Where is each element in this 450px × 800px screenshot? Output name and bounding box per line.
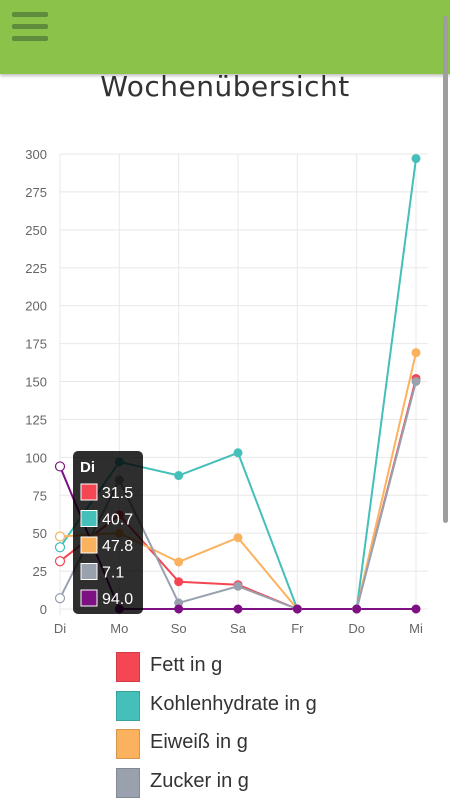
x-tick-label: Fr xyxy=(291,621,304,636)
app-bar xyxy=(0,0,450,74)
data-point xyxy=(174,604,184,614)
data-point xyxy=(54,542,66,553)
y-tick-label: 50 xyxy=(33,526,47,541)
data-point xyxy=(233,448,243,458)
y-tick-label: 200 xyxy=(25,299,47,314)
page-title: Wochenübersicht xyxy=(100,70,350,103)
y-tick-label: 150 xyxy=(25,375,47,390)
legend-color-swatch xyxy=(116,729,140,759)
y-tick-label: 300 xyxy=(25,147,47,162)
tooltip-value: 47.8 xyxy=(102,538,133,555)
x-tick-label: Mo xyxy=(110,621,128,636)
x-tick-label: So xyxy=(171,621,187,636)
legend-label: Zucker in g xyxy=(150,769,249,792)
y-tick-label: 125 xyxy=(25,412,47,427)
data-point xyxy=(233,581,243,591)
tooltip-color-swatch xyxy=(80,536,98,554)
x-tick-label: Di xyxy=(54,621,66,636)
tooltip-title: Di xyxy=(80,459,95,476)
y-tick-label: 100 xyxy=(25,450,47,465)
y-tick-label: 275 xyxy=(25,185,47,200)
data-point xyxy=(352,604,362,614)
tooltip-value: 40.7 xyxy=(102,512,133,529)
tooltip-color-swatch xyxy=(80,589,98,607)
y-tick-label: 175 xyxy=(25,337,47,352)
legend-item[interactable]: Kohlenhydrate in g xyxy=(116,689,446,723)
legend-label: Kohlenhydrate in g xyxy=(150,692,317,715)
tooltip-color-swatch xyxy=(80,483,98,501)
legend-item[interactable]: Zucker in g xyxy=(116,766,446,800)
y-tick-label: 225 xyxy=(25,261,47,276)
scrollbar[interactable] xyxy=(443,16,448,523)
x-tick-label: Sa xyxy=(230,621,247,636)
y-tick-label: 250 xyxy=(25,223,47,238)
x-tick-label: Mi xyxy=(409,621,423,636)
data-point xyxy=(233,533,243,543)
weekly-line-chart: 0 25 50 75 100 125 150 175 200 225 250 275 300 Di Mo So… xyxy=(25,147,428,636)
legend-color-swatch xyxy=(116,652,140,682)
data-point xyxy=(411,154,421,164)
data-point xyxy=(411,604,421,614)
chart-tooltip: Di 31.5 40.7 47.8 7.1 94.0 xyxy=(73,451,143,614)
data-point xyxy=(174,577,184,587)
legend-label: Fett in g xyxy=(150,654,223,676)
legend-item[interactable]: Eiweiß in g xyxy=(116,727,446,761)
data-point xyxy=(174,471,184,481)
data-point xyxy=(233,604,243,614)
data-point xyxy=(54,461,66,472)
tooltip-value: 31.5 xyxy=(102,485,133,502)
data-point xyxy=(54,556,66,567)
data-point xyxy=(174,557,184,567)
data-point xyxy=(292,604,302,614)
y-tick-label: 0 xyxy=(40,602,47,617)
hamburger-menu-icon[interactable] xyxy=(12,12,48,44)
tooltip-value: 94.0 xyxy=(102,591,133,608)
data-point xyxy=(411,377,421,386)
data-point xyxy=(54,593,66,604)
y-tick-label: 75 xyxy=(33,488,47,503)
legend-color-swatch xyxy=(116,690,140,721)
tooltip-value: 7.1 xyxy=(102,565,124,582)
x-tick-label: Do xyxy=(348,621,365,636)
y-tick-label: 25 xyxy=(33,564,47,579)
legend-item[interactable]: Fett in g xyxy=(116,650,446,684)
legend-color-swatch xyxy=(116,767,140,798)
tooltip-color-swatch xyxy=(80,510,98,527)
data-point xyxy=(54,531,66,542)
legend-label: Eiweiß in g xyxy=(150,731,248,753)
data-point xyxy=(411,348,421,358)
tooltip-color-swatch xyxy=(80,563,98,580)
